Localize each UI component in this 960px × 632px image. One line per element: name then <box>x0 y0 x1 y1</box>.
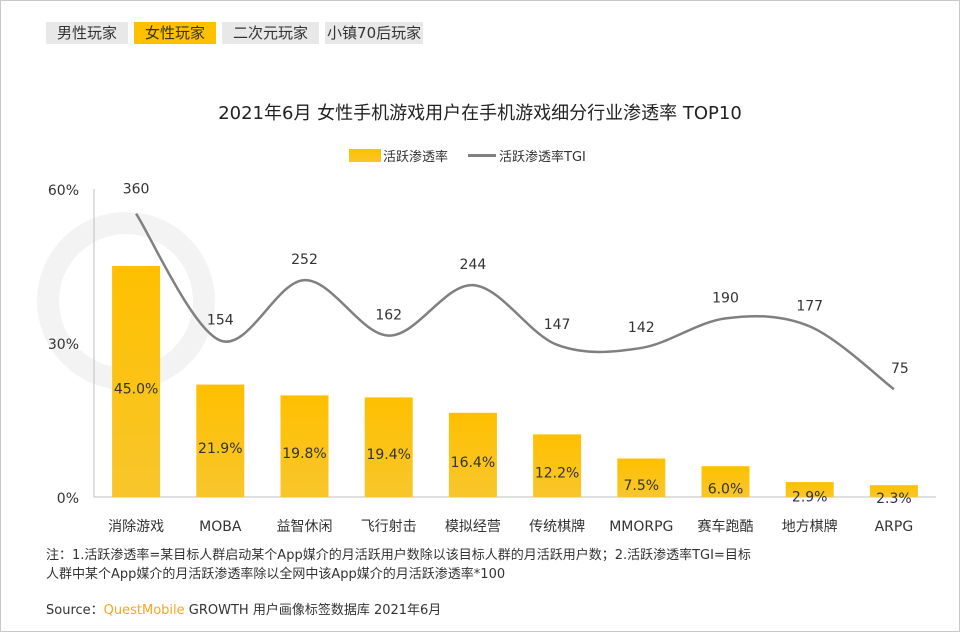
legend-bar-label: 活跃渗透率 <box>383 150 449 165</box>
footnote: 注：1.活跃渗透率=某目标人群启动某个App媒介的月活跃用户数除以该目标人群的月… <box>46 546 926 584</box>
bar-data-label: 19.4% <box>366 447 410 463</box>
bar-data-label: 16.4% <box>451 455 495 471</box>
tgi-data-label: 177 <box>796 298 823 314</box>
footnote-line-1: 注：1.活跃渗透率=某目标人群启动某个App媒介的月活跃用户数除以该目标人群的月… <box>46 548 751 563</box>
tgi-data-label: 142 <box>628 320 655 336</box>
source: Source：QuestMobile GROWTH 用户画像标签数据库 2021… <box>46 599 441 618</box>
x-tick-label: 传统棋牌 <box>529 518 585 535</box>
tab-male[interactable]: 男性玩家 <box>46 22 129 44</box>
source-rest: GROWTH 用户画像标签数据库 2021年6月 <box>184 603 442 618</box>
x-tick-label: 模拟经营 <box>445 519 501 535</box>
x-tick-label: MMORPG <box>609 519 673 535</box>
tgi-data-label: 154 <box>207 313 234 329</box>
bar <box>617 458 666 497</box>
tgi-line <box>135 212 895 391</box>
x-tick-label: 消除游戏 <box>108 519 164 535</box>
bar-data-label: 12.2% <box>535 466 579 482</box>
tgi-data-label: 360 <box>123 182 150 198</box>
x-tick-label: ARPG <box>875 519 914 535</box>
legend-line-label: 活跃渗透率TGI <box>499 150 586 165</box>
bar <box>869 485 918 497</box>
legend: 活跃渗透率 活跃渗透率TGI <box>349 146 586 165</box>
y-tick-label: 0% <box>57 491 79 507</box>
x-tick-label: 飞行射击 <box>361 519 417 535</box>
tab-acg[interactable]: 二次元玩家 <box>222 22 320 44</box>
legend-bar-swatch <box>349 149 381 162</box>
audience-tabs: 男性玩家 女性玩家 二次元玩家 小镇70后玩家 <box>46 22 424 44</box>
source-prefix: Source： <box>46 603 104 618</box>
x-tick-label: MOBA <box>199 519 242 535</box>
footnote-line-2: 人群中某个App媒介的月活跃渗透率除以全网中该App媒介的月活跃渗透率*100 <box>46 567 506 582</box>
tgi-data-label: 244 <box>460 257 487 273</box>
chart-svg: 60% 30% 0% 45.0% 消除游戏 21.9% MOBA 19.8% 益智休闲 19.4%… <box>37 182 936 535</box>
bar-data-label: 45.0% <box>114 382 158 398</box>
bar <box>112 266 161 497</box>
tab-town-70s[interactable]: 小镇70后玩家 <box>325 22 424 44</box>
bar <box>448 412 497 497</box>
x-tick-label: 益智休闲 <box>277 519 333 535</box>
bar-data-label: 2.9% <box>792 490 828 506</box>
tgi-data-label: 75 <box>891 361 909 377</box>
tgi-data-label: 147 <box>544 317 571 333</box>
tab-female[interactable]: 女性玩家 <box>134 22 217 44</box>
bar <box>785 482 834 497</box>
bar-data-label: 7.5% <box>624 478 660 494</box>
chart-title: 2021年6月 女性手机游戏用户在手机游戏细分行业渗透率 TOP10 <box>218 103 742 124</box>
bar <box>280 395 329 497</box>
tgi-data-label: 162 <box>375 308 402 324</box>
x-tick-label: 地方棋牌 <box>782 518 838 535</box>
tgi-data-label: 252 <box>291 252 318 268</box>
bar-data-label: 19.8% <box>282 446 326 462</box>
source-brand: QuestMobile <box>103 603 185 618</box>
y-tick-label: 60% <box>48 183 79 199</box>
bar-data-label: 6.0% <box>708 482 744 498</box>
tgi-data-label: 190 <box>712 290 739 306</box>
y-tick-label: 30% <box>48 337 79 353</box>
bar <box>196 384 245 497</box>
bar <box>364 397 413 497</box>
bar <box>701 466 750 497</box>
bar-data-label: 2.3% <box>876 491 912 507</box>
x-tick-label: 赛车跑酷 <box>698 518 754 535</box>
legend-line-swatch <box>468 154 497 157</box>
bar-data-label: 21.9% <box>198 441 242 457</box>
bar <box>533 434 582 497</box>
